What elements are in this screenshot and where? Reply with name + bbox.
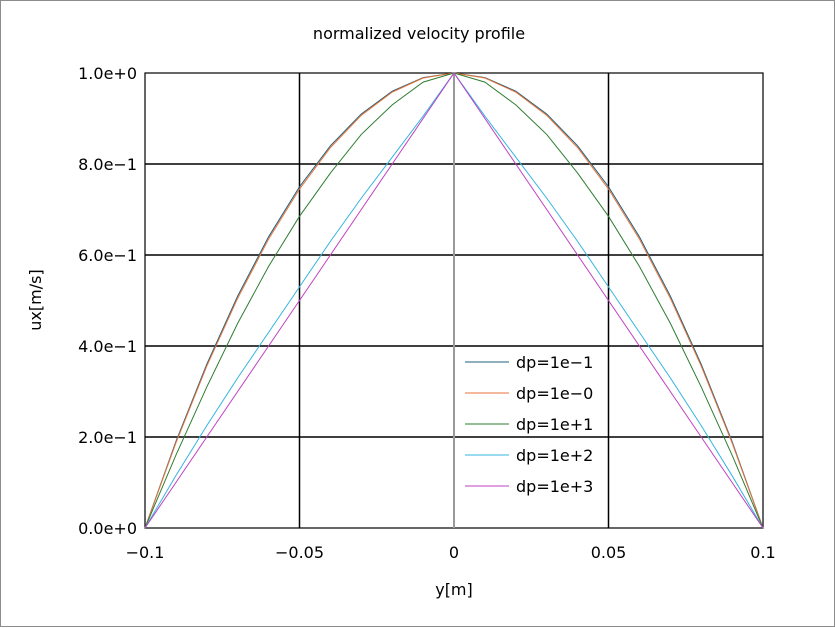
legend-label-3: dp=1e+1 <box>516 415 593 434</box>
tick-layer: 0.0e+0 2.0e−1 4.0e−1 6.0e−1 8.0e−1 1.0e+0 −0.1… <box>78 64 776 562</box>
y-tick-label: 1.0e+0 <box>78 64 137 83</box>
y-tick-label: 8.0e−1 <box>78 155 137 174</box>
series-layer <box>144 72 764 529</box>
x-tick-label: 0.05 <box>591 543 627 562</box>
y-tick-label: 6.0e−1 <box>78 246 137 265</box>
legend: dp=1e−1 dp=1e−0 dp=1e+1 dp=1e+2 dp=1e+3 <box>465 353 593 496</box>
x-axis-label: y[m] <box>435 580 473 599</box>
legend-label-4: dp=1e+2 <box>516 446 593 465</box>
series-line-5 <box>144 72 764 529</box>
x-tick-label: 0 <box>449 543 459 562</box>
x-tick-label: −0.1 <box>126 543 165 562</box>
legend-label-1: dp=1e−1 <box>516 353 593 372</box>
y-tick-label: 0.0e+0 <box>78 519 137 538</box>
y-tick-label: 2.0e−1 <box>78 428 137 447</box>
legend-label-2: dp=1e−0 <box>516 384 593 403</box>
grid-layer <box>144 72 764 529</box>
y-tick-label: 4.0e−1 <box>78 337 137 356</box>
legend-label-5: dp=1e+3 <box>516 477 593 496</box>
x-tick-label: 0.1 <box>750 543 775 562</box>
x-tick-label: −0.05 <box>275 543 324 562</box>
y-axis-label: ux[m/s] <box>26 269 45 330</box>
chart-title: normalized velocity profile <box>313 24 525 43</box>
